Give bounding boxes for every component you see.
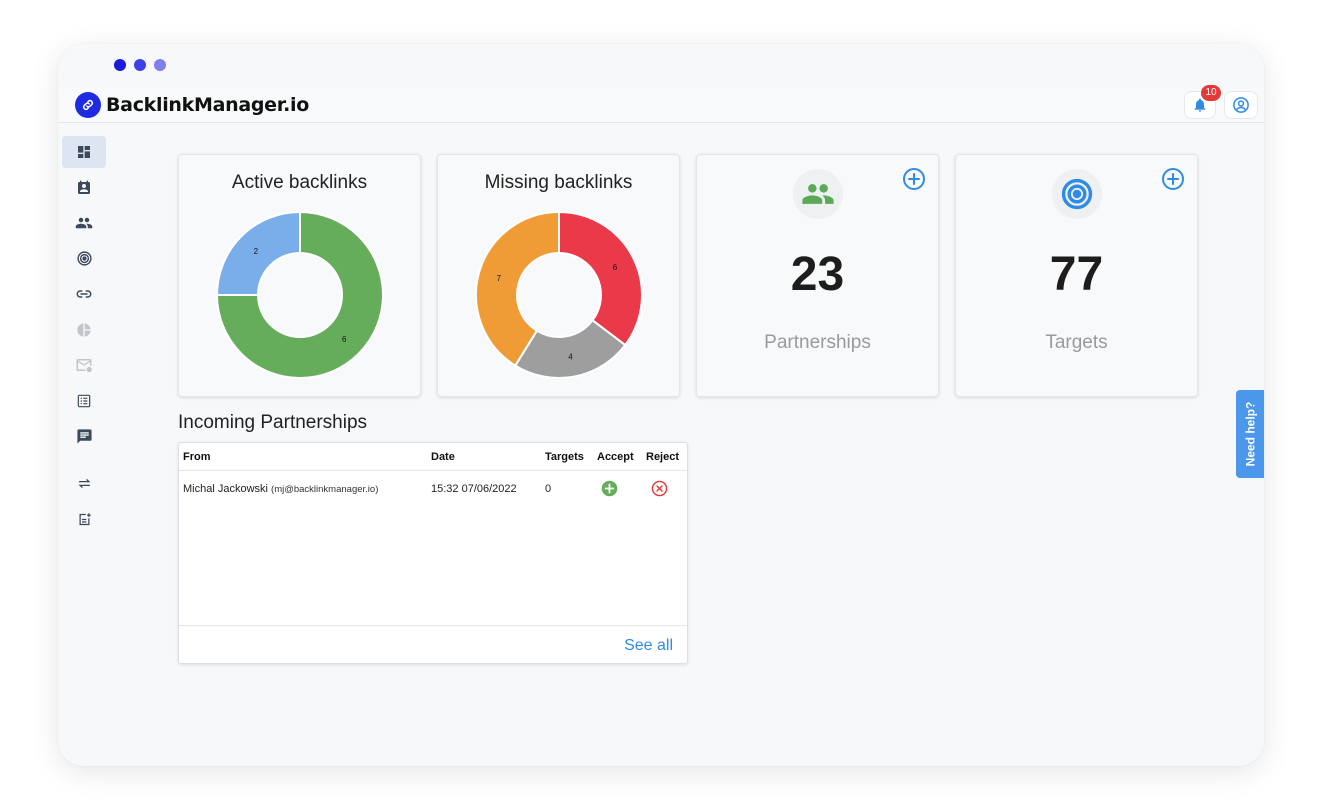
list-icon <box>77 394 91 407</box>
card-title: Active backlinks <box>231 172 368 193</box>
dashboard-icon <box>78 146 90 158</box>
reject-button[interactable] <box>651 480 668 500</box>
active-backlinks-donut-chart: 62 <box>216 211 384 379</box>
logo-text: BacklinkManager.io <box>106 94 309 116</box>
contact-card-icon <box>78 180 90 194</box>
swap-icon <box>78 479 90 488</box>
bell-icon <box>1194 98 1206 112</box>
sidebar-item-mail[interactable] <box>62 349 106 381</box>
missing-backlinks-donut-chart: 6 4 7 <box>475 211 643 379</box>
row-targets: 0 <box>545 483 552 495</box>
donut-slice[interactable] <box>216 211 384 379</box>
target-icon <box>1061 178 1093 210</box>
user-circle-icon <box>1233 97 1249 113</box>
donut-slice[interactable] <box>216 211 301 296</box>
partnerships-card[interactable]: 23 Partnerships <box>696 154 939 397</box>
missing-backlinks-card: Missing backlinks 6 4 7 <box>437 154 680 397</box>
link-logo-icon <box>75 92 101 118</box>
window-dot[interactable] <box>114 59 126 71</box>
sidebar-item-messages[interactable] <box>62 420 106 452</box>
targets-card[interactable]: 77 Targets <box>955 154 1198 397</box>
link-icon <box>76 290 92 298</box>
partnerships-label: Partnerships <box>764 332 871 353</box>
note-add-icon <box>79 512 91 525</box>
sidebar-item-links[interactable] <box>62 278 106 310</box>
donut-slice-label: 6 <box>613 263 618 272</box>
people-icon <box>75 217 93 229</box>
donut-slice[interactable] <box>558 211 643 347</box>
donut-slice[interactable] <box>513 318 627 379</box>
pie-chart-icon <box>77 322 91 337</box>
logo[interactable]: BacklinkManager.io <box>75 92 309 118</box>
column-header-reject: Reject <box>646 451 680 463</box>
table-row: Michal Jackowski (mj@backlinkmanager.io)… <box>179 471 687 505</box>
reject-x-icon <box>651 480 668 497</box>
incoming-partnerships-table: From Date Targets Accept Reject Michal J… <box>178 442 688 664</box>
add-circle-icon <box>903 168 925 190</box>
sidebar-item-reports[interactable] <box>62 314 106 346</box>
see-all-link[interactable]: See all <box>624 637 673 654</box>
table-footer: See all <box>179 625 687 665</box>
need-help-tab[interactable]: Need help? <box>1236 390 1264 478</box>
sidebar-item-dashboard[interactable] <box>62 136 106 168</box>
targets-label: Targets <box>1045 332 1108 353</box>
window-dot[interactable] <box>154 59 166 71</box>
incoming-partnerships-title: Incoming Partnerships <box>178 412 368 433</box>
need-help-label: Need help? <box>1243 401 1257 467</box>
partner-name: Michal Jackowski <box>183 483 268 495</box>
sidebar-item-add-note[interactable] <box>62 503 106 535</box>
partnerships-count: 23 <box>790 248 845 301</box>
column-header-from: From <box>183 451 211 463</box>
mail-icon <box>76 359 92 373</box>
column-header-date: Date <box>431 451 455 463</box>
chat-icon <box>76 428 92 444</box>
row-date: 15:32 07/06/2022 <box>431 483 517 495</box>
notification-count-badge: 10 <box>1201 85 1221 101</box>
add-partnership-button[interactable] <box>902 167 926 196</box>
window-dot[interactable] <box>134 59 146 71</box>
sidebar-item-partners[interactable] <box>62 207 106 239</box>
donut-slice-label: 6 <box>342 335 347 344</box>
donut-slice-label: 7 <box>497 274 502 283</box>
window-controls <box>114 59 166 71</box>
sidebar-item-contacts[interactable] <box>62 172 106 204</box>
accept-plus-icon <box>601 480 618 497</box>
accept-button[interactable] <box>601 480 618 500</box>
notifications-button[interactable]: 10 <box>1184 85 1221 119</box>
donut-slice[interactable] <box>475 211 560 367</box>
column-header-accept: Accept <box>597 451 634 463</box>
target-icon <box>76 251 92 266</box>
account-button[interactable] <box>1224 91 1258 119</box>
row-from: Michal Jackowski (mj@backlinkmanager.io) <box>183 483 378 495</box>
donut-slice-label: 4 <box>568 352 573 361</box>
card-title: Missing backlinks <box>484 172 633 193</box>
sidebar-item-list[interactable] <box>62 385 106 417</box>
donut-slice-label: 2 <box>254 247 259 256</box>
partnerships-icon-badge <box>793 169 843 219</box>
top-bar: BacklinkManager.io 10 <box>58 85 1264 123</box>
sidebar <box>62 136 108 539</box>
targets-icon-badge <box>1052 169 1102 219</box>
add-target-button[interactable] <box>1161 167 1185 196</box>
sidebar-item-targets[interactable] <box>62 243 106 275</box>
add-circle-icon <box>1162 168 1184 190</box>
partner-email: (mj@backlinkmanager.io) <box>271 484 379 495</box>
targets-count: 77 <box>1049 248 1104 301</box>
table-header: From Date Targets Accept Reject <box>179 443 687 471</box>
column-header-targets: Targets <box>545 451 584 463</box>
app-window: BacklinkManager.io 10 <box>58 44 1264 766</box>
people-icon <box>802 184 834 204</box>
sidebar-item-swap[interactable] <box>62 468 106 500</box>
